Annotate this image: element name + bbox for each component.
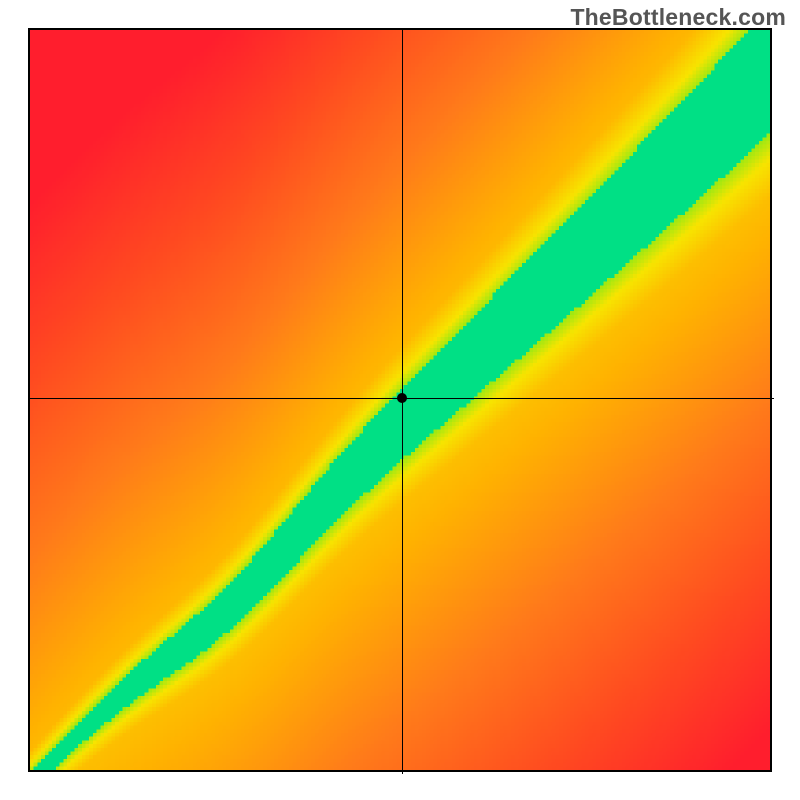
heatmap-plot: [28, 28, 772, 772]
watermark-text: TheBottleneck.com: [570, 4, 786, 31]
crosshair-marker: [397, 393, 407, 403]
